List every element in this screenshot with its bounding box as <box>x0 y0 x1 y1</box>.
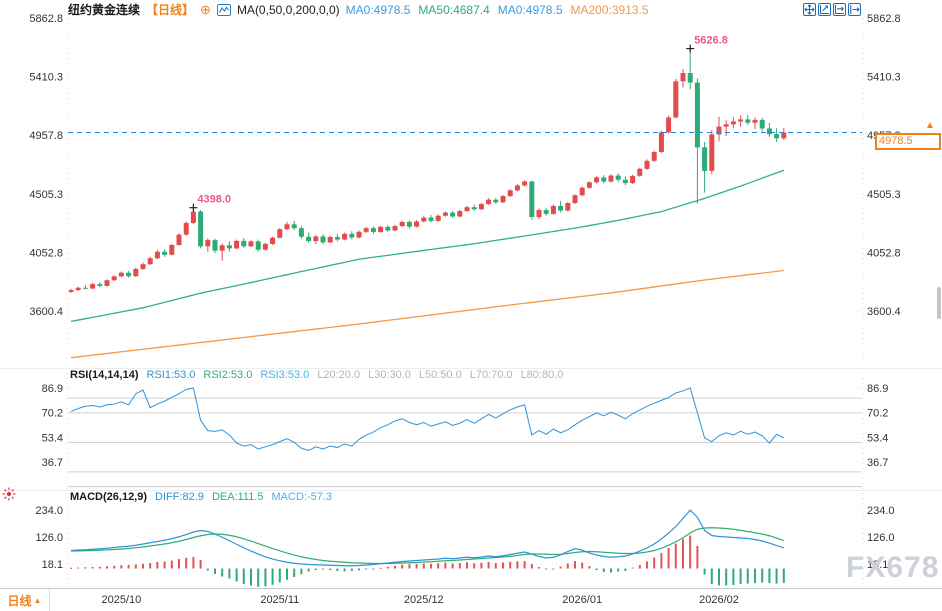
date-label: 2025/10 <box>101 594 142 606</box>
price-axis-label-right: 4505.3 <box>867 189 901 201</box>
pan-icon[interactable] <box>803 3 816 16</box>
add-indicator-icon[interactable]: ⊕ <box>200 2 211 17</box>
legend-item: DEA:111.5 <box>211 491 264 503</box>
legend-item: L30:30.0 <box>368 369 411 381</box>
macd-params-label: MACD(26,12,9) <box>70 491 148 503</box>
macd-dea-line <box>70 527 785 565</box>
price-axis-label-right: 5410.3 <box>867 72 901 84</box>
rsi-axis-label-left: 70.2 <box>42 408 63 420</box>
legend-item: RSI1:53.0 <box>146 369 196 381</box>
macd-axis-label-right: 18.1 <box>867 559 888 571</box>
last-price-value: 4978.5 <box>879 135 913 147</box>
live-indicator-icon <box>2 487 16 506</box>
tab-arrow-icon: ▲ <box>33 595 42 605</box>
ma-values: MA0:4978.5 MA50:4687.4 MA0:4978.5 MA200:391… <box>346 3 657 17</box>
ma50-line <box>70 169 785 323</box>
date-label: 2025/12 <box>403 594 444 606</box>
chart-toolbar <box>803 3 861 16</box>
price-axis-label-right: 5862.8 <box>867 13 901 25</box>
price-annotation: 4398.0 <box>197 194 231 206</box>
instrument-title: 纽约黄金连续 <box>68 3 141 17</box>
legend-item: MA200:3913.5 <box>570 2 649 17</box>
price-axis-label-left: 4052.8 <box>29 247 63 259</box>
macd-legend: DIFF:82.9 DEA:111.5 MACD:-57.3 <box>155 491 340 503</box>
period-tab-label: 日线 <box>7 593 32 608</box>
legend-item: RSI2:53.0 <box>203 369 253 381</box>
rsi-legend: RSI1:53.0 RSI2:53.0 RSI3:53.0 L20:20.0 L30:3… <box>146 369 571 381</box>
price-axis-label-left: 4505.3 <box>29 189 63 201</box>
price-axis-label-left: 4957.8 <box>29 130 63 142</box>
price-axis-label-left: 3600.4 <box>29 306 63 318</box>
legend-item: MA50:4687.4 <box>418 2 490 17</box>
price-axis-label-right: 4052.8 <box>867 247 901 259</box>
macd-axis-label-right: 234.0 <box>867 505 895 517</box>
rsi-axis-label-right: 70.2 <box>867 408 888 420</box>
date-axis-bar: 日线 ▲ 2025/10 2025/11 2025/12 2026/01 2026/02 <box>0 588 942 611</box>
watermark: FX678 <box>846 551 940 584</box>
price-up-arrow-icon: ▲ <box>925 120 935 131</box>
last-price-badge: 4978.5 <box>875 133 941 150</box>
legend-item: L20:20.0 <box>317 369 361 381</box>
rsi-line <box>70 387 785 452</box>
rsi-axis-label-right: 86.9 <box>867 383 888 395</box>
period-tab[interactable]: 日线 ▲ <box>0 589 50 611</box>
scrollbar-thumb[interactable] <box>937 287 941 319</box>
macd-header: MACD(26,12,9) DIFF:82.9 DEA:111.5 MACD:-57… <box>70 491 340 503</box>
period-tag: 【日线】 <box>146 3 195 17</box>
legend-item: MACD:-57.3 <box>271 491 333 503</box>
rsi-axis-label-right: 36.7 <box>867 457 888 469</box>
rsi-axis-label-left: 86.9 <box>42 383 63 395</box>
price-annotation: 5626.8 <box>694 35 728 47</box>
candlestick-series <box>68 48 787 294</box>
indicator-chart-icon[interactable] <box>216 3 231 16</box>
legend-item: MA0:4978.5 <box>497 2 563 17</box>
macd-axis-label-left: 18.1 <box>42 559 63 571</box>
macd-axis-label-left: 234.0 <box>35 505 63 517</box>
rsi-header: RSI(14,14,14) RSI1:53.0 RSI2:53.0 RSI3:53.… <box>70 369 571 381</box>
fit-vertical-icon[interactable] <box>818 3 831 16</box>
date-label: 2026/01 <box>562 594 603 606</box>
price-axis-label-left: 5862.8 <box>29 13 63 25</box>
chart-header: 纽约黄金连续 【日线】 ⊕ MA(0,50,0,200,0,0) MA0:497… <box>68 1 657 18</box>
price-axis-label-left: 5410.3 <box>29 72 63 84</box>
go-to-latest-icon[interactable] <box>848 3 861 16</box>
legend-item: L70:70.0 <box>469 369 513 381</box>
ma200-line <box>70 269 784 359</box>
macd-diff-line <box>70 509 784 567</box>
rsi-axis-label-left: 53.4 <box>42 432 63 444</box>
legend-item: RSI3:53.0 <box>260 369 310 381</box>
macd-axis-label-left: 126.0 <box>35 532 63 544</box>
date-label: 2026/02 <box>699 594 739 606</box>
date-labels: 2025/10 2025/11 2025/12 2026/01 2026/02 <box>0 589 942 611</box>
rsi-params-label: RSI(14,14,14) <box>70 369 139 381</box>
rsi-axis-label-right: 53.4 <box>867 432 888 444</box>
price-axis-label-right: 3600.4 <box>867 306 901 318</box>
macd-histogram <box>70 535 785 587</box>
legend-item: L50:50.0 <box>418 369 462 381</box>
macd-axis-label-right: 126.0 <box>867 532 895 544</box>
legend-item: DIFF:82.9 <box>155 491 204 503</box>
fit-horizontal-icon[interactable] <box>833 3 846 16</box>
ma-params-label: MA(0,50,0,200,0,0) <box>236 2 340 17</box>
date-label: 2025/11 <box>260 594 300 606</box>
legend-item: MA0:4978.5 <box>345 2 411 17</box>
legend-item: L80:80.0 <box>520 369 564 381</box>
rsi-axis-label-left: 36.7 <box>42 457 63 469</box>
